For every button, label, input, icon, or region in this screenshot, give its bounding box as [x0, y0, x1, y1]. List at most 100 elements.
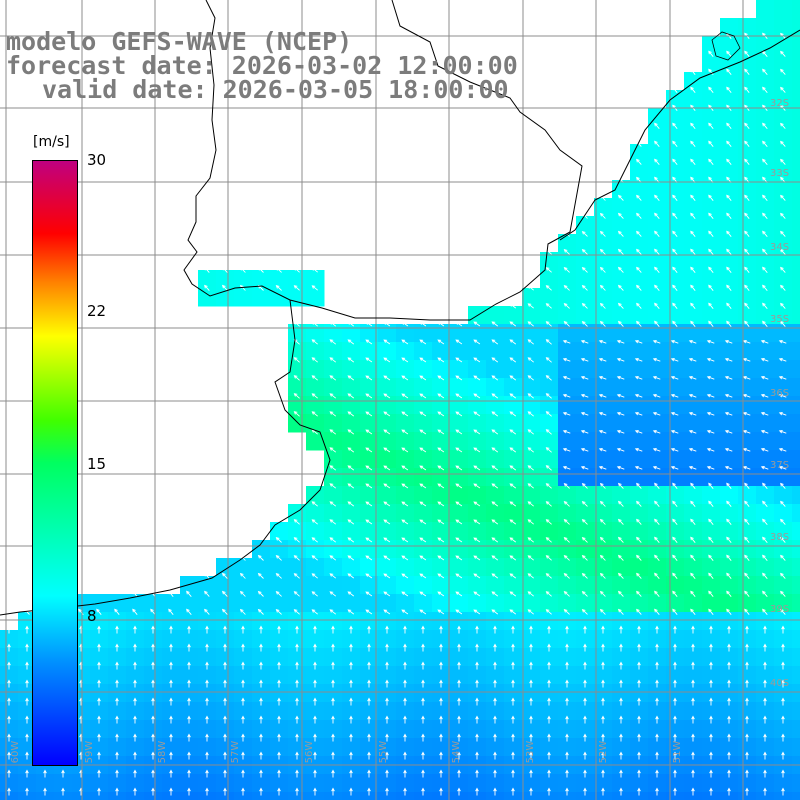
field-cell [612, 720, 631, 739]
wind-arrow [529, 661, 533, 670]
wind-arrow [331, 697, 335, 706]
wind-arrow [349, 661, 353, 670]
field-cell [522, 342, 541, 361]
field-cell [270, 522, 289, 541]
field-cell [756, 648, 775, 667]
field-cell [702, 594, 721, 613]
field-cell [234, 792, 253, 800]
field-cell [666, 774, 685, 793]
field-cell [666, 540, 685, 559]
field-cell [756, 468, 775, 487]
wind-arrow [115, 625, 119, 634]
lon-label: 60W [10, 741, 21, 764]
field-cell [450, 630, 469, 649]
wind-arrow [654, 608, 660, 615]
field-cell [162, 720, 181, 739]
wind-arrow [419, 519, 427, 525]
field-cell [648, 162, 667, 181]
lon-label: 55W [378, 741, 389, 764]
field-cell [324, 630, 343, 649]
field-cell [594, 648, 613, 667]
wind-arrow [709, 661, 713, 670]
field-cell [90, 702, 109, 721]
wind-arrow [527, 411, 534, 417]
wind-arrow [133, 769, 137, 778]
wind-arrow [329, 555, 337, 561]
wind-arrow [672, 554, 678, 561]
wind-arrow [545, 447, 552, 453]
wind-arrow [347, 555, 355, 561]
wind-arrow [385, 643, 389, 652]
field-cell [756, 666, 775, 685]
field-cell [324, 540, 343, 559]
field-cell [378, 684, 397, 703]
field-cell [720, 738, 739, 757]
field-cell [666, 432, 685, 451]
field-cell [522, 414, 541, 433]
wind-arrow [419, 429, 427, 435]
field-cell [594, 252, 613, 271]
wind-arrow [150, 608, 156, 615]
field-cell [216, 720, 235, 739]
field-cell [342, 468, 361, 487]
wind-arrow [599, 284, 606, 291]
field-cell [594, 396, 613, 415]
field-cell [648, 252, 667, 271]
wind-arrow [115, 679, 119, 688]
field-cell [576, 378, 595, 397]
wind-arrow [437, 357, 445, 363]
wind-arrow [780, 608, 786, 615]
field-cell [774, 342, 793, 361]
field-cell [234, 702, 253, 721]
field-cell [702, 630, 721, 649]
field-cell [90, 792, 109, 800]
wind-arrow [455, 447, 463, 453]
wind-arrow [527, 483, 534, 489]
field-cell [756, 306, 775, 325]
field-cell [450, 594, 469, 613]
field-cell [414, 540, 433, 559]
field-cell [738, 90, 757, 109]
wind-arrow [637, 679, 641, 688]
wind-arrow [601, 751, 605, 760]
field-cell [666, 396, 685, 415]
wind-arrow [275, 554, 282, 561]
wind-arrow [527, 555, 534, 561]
field-cell [270, 684, 289, 703]
wind-arrow [583, 643, 587, 652]
wind-arrow [403, 661, 407, 670]
field-cell [0, 702, 19, 721]
field-cell [216, 774, 235, 793]
wind-arrow [634, 375, 643, 380]
field-cell [504, 576, 523, 595]
field-cell [234, 594, 253, 613]
field-cell [756, 450, 775, 469]
field-cell [630, 684, 649, 703]
field-cell [432, 396, 451, 415]
field-cell [180, 576, 199, 595]
wind-arrow [742, 357, 751, 362]
field-cell [774, 522, 793, 541]
field-cell [396, 612, 415, 631]
field-cell [270, 540, 289, 559]
wind-arrow [529, 643, 533, 652]
field-cell [594, 360, 613, 379]
wind-arrow [601, 733, 605, 742]
field-cell [504, 360, 523, 379]
field-cell [666, 108, 685, 127]
wind-arrow [637, 643, 641, 652]
wind-arrow [509, 303, 517, 309]
wind-arrow [581, 536, 588, 543]
wind-arrow [780, 482, 786, 489]
wind-arrow [493, 643, 497, 652]
field-cell [648, 468, 667, 487]
wind-arrow [133, 715, 137, 724]
field-cell [468, 774, 487, 793]
wind-arrow [367, 769, 371, 778]
field-cell [486, 576, 505, 595]
field-cell [666, 612, 685, 631]
wind-arrow [652, 411, 661, 416]
wind-arrow [277, 751, 281, 760]
field-cell [198, 288, 217, 307]
wind-arrow [781, 751, 785, 760]
